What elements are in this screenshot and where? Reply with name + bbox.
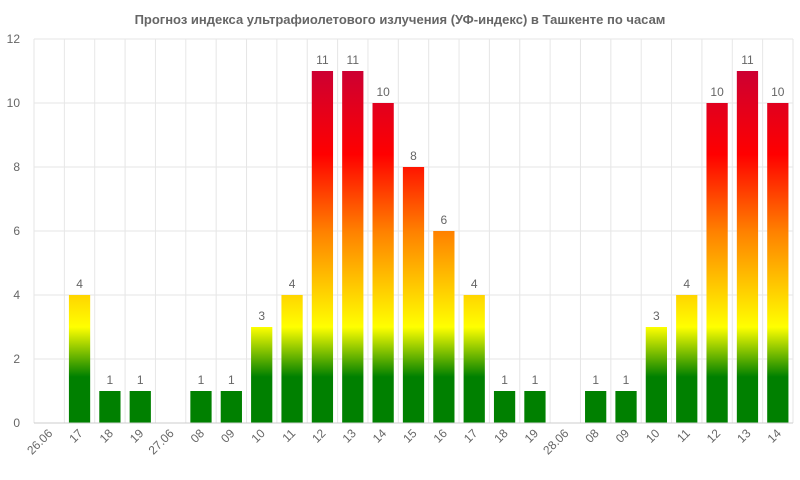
uv-bar (645, 327, 668, 423)
bar-value-label: 10 (376, 85, 390, 99)
bars (68, 71, 789, 423)
uv-bar (463, 295, 485, 423)
bar-value-label: 11 (741, 53, 754, 67)
uv-bar (736, 71, 759, 423)
bar-value-label: 11 (347, 53, 360, 67)
bar-value-label: 1 (592, 373, 599, 387)
x-tick-label: 14 (370, 426, 390, 446)
x-tick-label: 17 (461, 426, 481, 446)
uv-bar (68, 295, 91, 423)
x-tick-label: 09 (613, 426, 633, 446)
x-tick-label: 15 (400, 426, 420, 446)
y-tick-label: 10 (7, 96, 21, 110)
uv-bar (220, 391, 242, 423)
bar-value-label: 3 (653, 309, 660, 323)
uv-bar (281, 295, 303, 423)
bar-value-label: 10 (771, 85, 785, 99)
x-tick-label: 18 (491, 426, 511, 446)
uv-bar (402, 167, 425, 423)
x-tick-label: 14 (765, 426, 785, 446)
bar-value-label: 4 (683, 277, 690, 291)
uv-bar (99, 391, 121, 423)
x-tick-label: 09 (218, 426, 238, 446)
x-tick-label: 10 (643, 426, 663, 446)
uv-bar (767, 103, 789, 423)
y-tick-label: 2 (13, 352, 20, 366)
uv-bar (585, 391, 607, 423)
uv-bar (615, 391, 637, 423)
x-tick-label: 12 (309, 426, 329, 446)
bar-value-label: 1 (228, 373, 235, 387)
uv-bar (190, 391, 212, 423)
x-tick-label: 17 (66, 426, 86, 446)
x-tick-label: 27.06 (146, 426, 177, 457)
x-tick-label: 16 (431, 426, 451, 446)
bar-value-label: 1 (623, 373, 630, 387)
uv-bar (706, 103, 728, 423)
uv-bar (433, 231, 455, 423)
bar-value-label: 8 (410, 149, 417, 163)
bar-value-label: 6 (441, 213, 448, 227)
y-tick-label: 12 (7, 32, 21, 46)
y-tick-label: 8 (13, 160, 20, 174)
x-tick-label: 10 (248, 426, 268, 446)
x-tick-label: 18 (97, 426, 117, 446)
x-tick-label: 28.06 (540, 426, 571, 457)
uv-bar (129, 391, 151, 423)
x-tick-label: 13 (734, 426, 754, 446)
y-axis-ticks: 0 2 4 6 8 10 12 (7, 32, 21, 430)
uv-bar (342, 71, 364, 423)
y-tick-label: 6 (13, 224, 20, 238)
uv-bar (311, 71, 334, 423)
x-axis-ticks: 26.06 17 18 19 27.06 08 09 10 11 12 13 14 15 16 17 18 19… (24, 426, 784, 457)
uv-bar (372, 103, 394, 423)
bar-value-label: 1 (501, 373, 508, 387)
uv-bar (676, 295, 698, 423)
x-tick-label: 08 (582, 426, 602, 446)
x-tick-label: 13 (340, 426, 360, 446)
bar-value-label: 4 (76, 277, 83, 291)
bar-value-label: 1 (107, 373, 114, 387)
x-tick-label: 26.06 (24, 426, 55, 457)
x-tick-label: 12 (704, 426, 724, 446)
x-tick-label: 19 (522, 426, 542, 446)
y-tick-label: 4 (13, 288, 20, 302)
bar-value-label: 1 (532, 373, 539, 387)
chart-title: Прогноз индекса ультрафиолетового излуче… (135, 12, 666, 27)
uv-bar (524, 391, 546, 423)
bar-value-label: 3 (258, 309, 265, 323)
uv-bar (493, 391, 516, 423)
bar-value-label: 1 (137, 373, 144, 387)
grid-lines (33, 38, 794, 424)
x-tick-label: 19 (127, 426, 147, 446)
bar-value-label: 11 (316, 53, 329, 67)
x-tick-label: 11 (674, 426, 693, 445)
y-tick-label: 0 (13, 416, 20, 430)
bar-value-label: 1 (198, 373, 205, 387)
bar-value-label: 4 (289, 277, 296, 291)
bar-value-label: 10 (710, 85, 724, 99)
x-tick-label: 11 (279, 426, 298, 445)
x-tick-label: 08 (188, 426, 208, 446)
uv-bar (251, 327, 273, 423)
bar-value-label: 4 (471, 277, 478, 291)
